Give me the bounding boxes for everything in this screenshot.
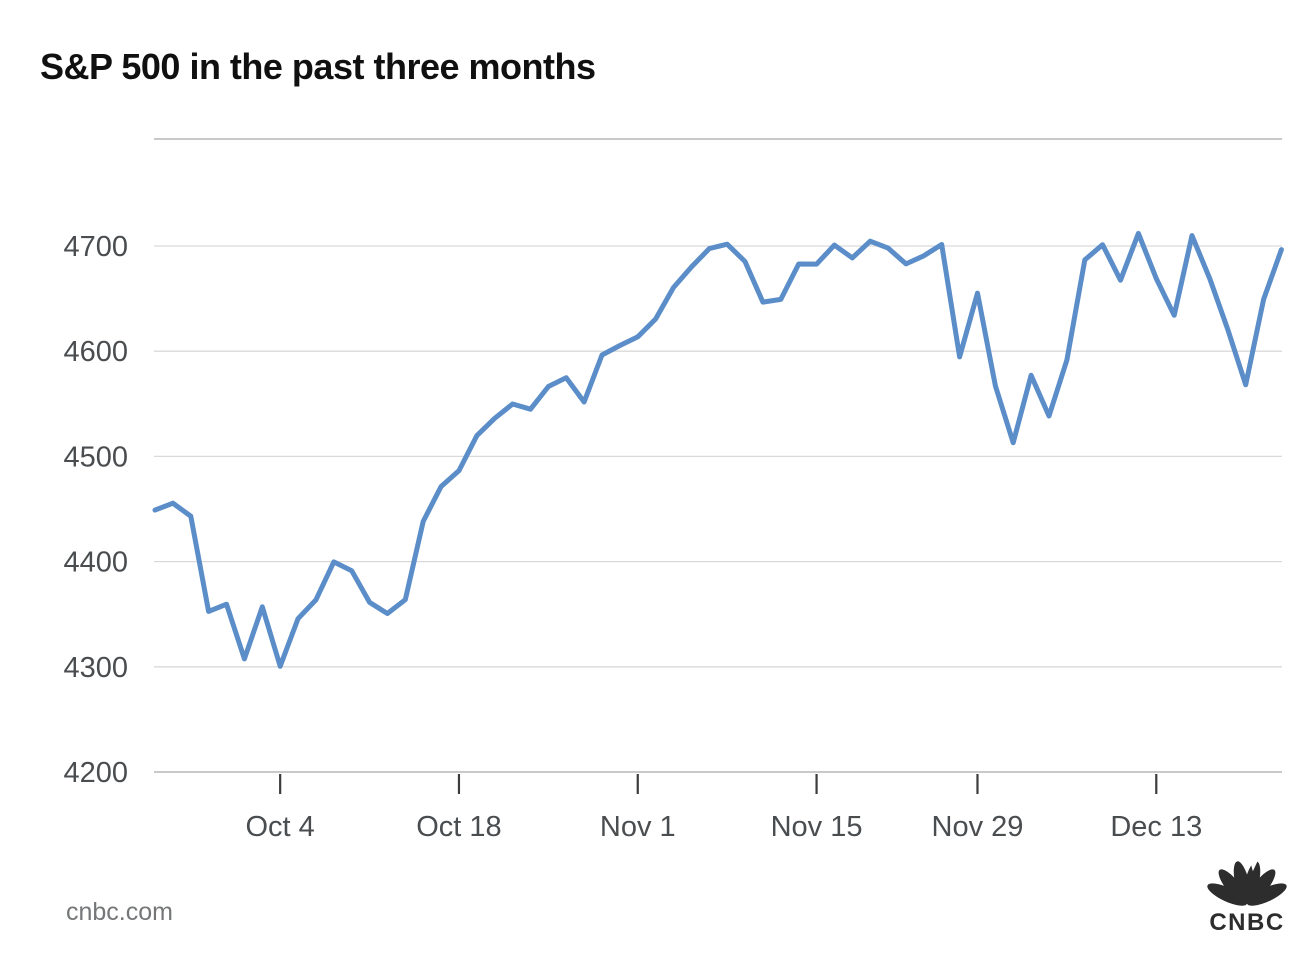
cnbc-wordmark: CNBC xyxy=(1209,909,1285,936)
peacock-icon xyxy=(1207,860,1287,906)
cnbc-logo: CNBC xyxy=(1202,857,1292,937)
x-axis-label: Oct 18 xyxy=(416,811,501,843)
x-axis-label: Dec 13 xyxy=(1110,811,1202,843)
sp500-line-chart: 4200 4300 4400 4500 4600 4700 Oct 4 Oct 18 Nov 1… xyxy=(63,138,1284,843)
x-axis-label: Nov 1 xyxy=(600,811,676,843)
y-axis-label: 4300 xyxy=(63,652,128,684)
source-attribution: cnbc.com xyxy=(66,898,173,926)
x-axis-label: Nov 29 xyxy=(932,811,1024,843)
y-axis-label: 4600 xyxy=(63,336,128,368)
y-axis-label: 4500 xyxy=(63,441,128,473)
y-axis-label: 4700 xyxy=(63,231,128,263)
x-axis-label: Nov 15 xyxy=(771,811,863,843)
y-axis-label: 4400 xyxy=(63,547,128,579)
y-axis-label: 4200 xyxy=(63,757,128,789)
price-line xyxy=(152,230,1284,669)
chart-title: S&P 500 in the past three months xyxy=(40,46,596,87)
x-axis-label: Oct 4 xyxy=(246,811,315,843)
